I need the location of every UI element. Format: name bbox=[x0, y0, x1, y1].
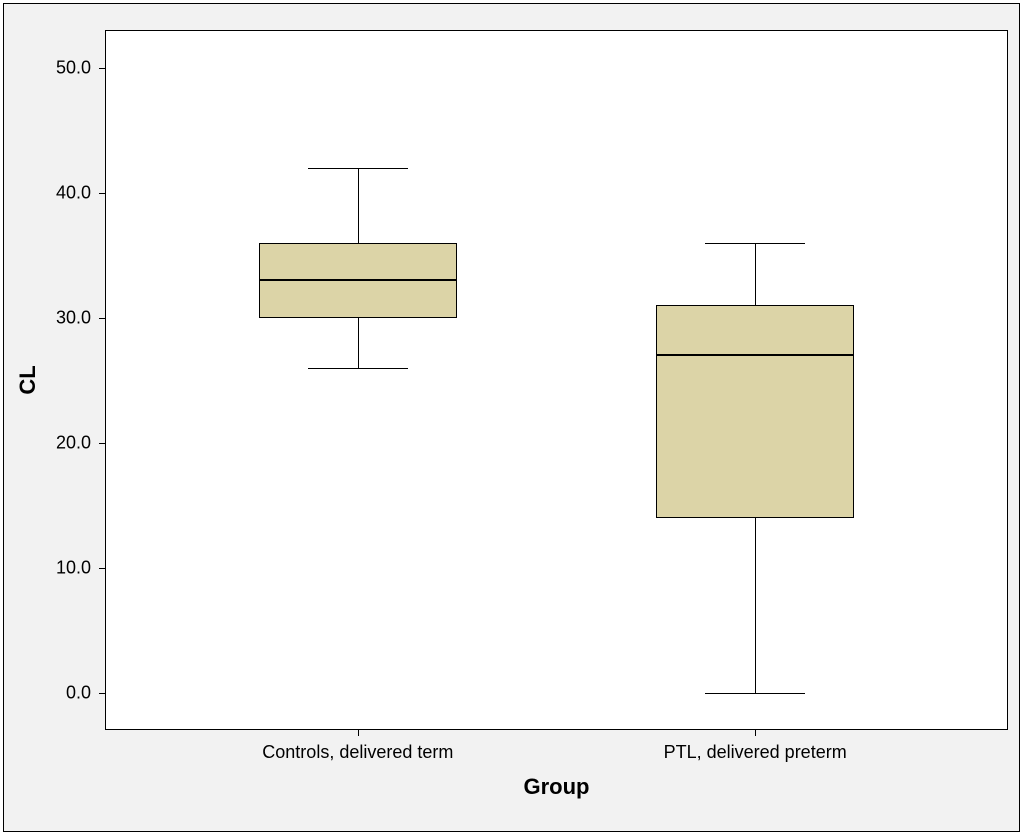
y-tick-label: 40.0 bbox=[0, 182, 91, 203]
median-line bbox=[259, 279, 458, 281]
x-tick bbox=[358, 730, 359, 736]
box bbox=[656, 305, 855, 518]
whisker-cap-upper bbox=[705, 243, 804, 244]
y-tick bbox=[99, 193, 105, 194]
x-tick-label: PTL, delivered preterm bbox=[664, 742, 847, 763]
y-tick-label: 20.0 bbox=[0, 432, 91, 453]
whisker-cap-lower bbox=[705, 693, 804, 694]
x-axis-title: Group bbox=[524, 774, 590, 800]
whisker-cap-lower bbox=[308, 368, 407, 369]
y-tick bbox=[99, 68, 105, 69]
x-tick bbox=[755, 730, 756, 736]
y-tick bbox=[99, 568, 105, 569]
whisker-lower bbox=[358, 318, 359, 368]
whisker-lower bbox=[755, 518, 756, 693]
y-tick bbox=[99, 693, 105, 694]
y-tick-label: 30.0 bbox=[0, 307, 91, 328]
y-axis-title: CL bbox=[15, 365, 41, 394]
whisker-cap-upper bbox=[308, 168, 407, 169]
y-tick bbox=[99, 443, 105, 444]
y-tick-label: 0.0 bbox=[0, 682, 91, 703]
boxplot-chart: CL Group 0.0 10.0 20.0 30.0 40.0 50.0 Controls… bbox=[0, 0, 1023, 835]
whisker-upper bbox=[358, 168, 359, 243]
whisker-upper bbox=[755, 243, 756, 306]
median-line bbox=[656, 354, 855, 356]
x-tick-label: Controls, delivered term bbox=[262, 742, 453, 763]
y-tick bbox=[99, 318, 105, 319]
y-tick-label: 10.0 bbox=[0, 557, 91, 578]
y-tick-label: 50.0 bbox=[0, 57, 91, 78]
chart-plot-area bbox=[105, 30, 1008, 730]
